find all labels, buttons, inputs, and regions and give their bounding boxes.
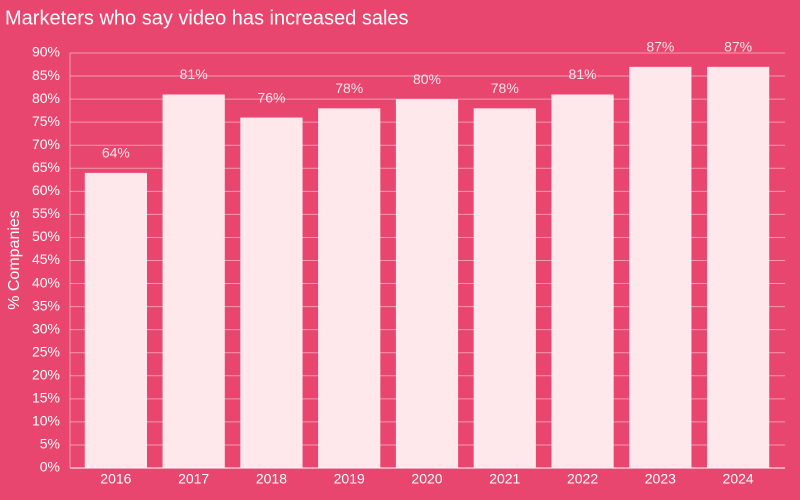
y-tick-label: 30% [32,320,60,336]
x-tick-label: 2021 [489,471,520,487]
data-label: 78% [491,80,519,96]
bar [318,108,381,468]
data-label: 81% [180,66,208,82]
x-tick-label: 2019 [334,471,365,487]
x-tick-label: 2017 [178,471,209,487]
x-tick-label: 2018 [256,471,287,487]
data-label: 78% [335,80,363,96]
y-tick-label: 85% [32,67,60,83]
y-tick-label: 35% [32,297,60,313]
y-tick-label: 0% [40,459,60,475]
bar [707,66,770,468]
bar [629,66,692,468]
y-tick-label: 55% [32,205,60,221]
data-label: 87% [724,39,752,55]
bar [395,99,459,468]
bar [84,172,147,468]
y-tick-label: 25% [32,343,60,359]
x-tick-label: 2016 [100,471,131,487]
y-tick-label: 5% [40,436,60,452]
y-tick-label: 40% [32,274,60,290]
x-tick-label: 2023 [645,471,676,487]
data-label: 81% [569,66,597,82]
bar [162,94,225,468]
y-axis-label: % Companies [6,210,23,310]
y-tick-label: 15% [32,390,60,406]
data-label: 76% [257,89,285,105]
data-label: 87% [646,39,674,55]
y-tick-label: 65% [32,159,60,175]
y-tick-label: 70% [32,136,60,152]
x-tick-label: 2022 [567,471,598,487]
x-tick-label: 2020 [411,471,442,487]
data-label: 64% [102,145,130,161]
bar [240,117,303,469]
data-label: 80% [413,71,441,87]
y-tick-label: 50% [32,228,60,244]
x-tick-label: 2024 [723,471,754,487]
y-tick-label: 20% [32,366,60,382]
y-tick-label: 90% [32,44,60,60]
bar [473,108,536,468]
y-tick-label: 45% [32,251,60,267]
chart-title: Marketers who say video has increased sa… [5,7,409,29]
y-tick-label: 10% [32,413,60,429]
y-tick-label: 75% [32,113,60,129]
y-tick-label: 60% [32,182,60,198]
y-tick-label: 80% [32,90,60,106]
bar [551,94,614,468]
